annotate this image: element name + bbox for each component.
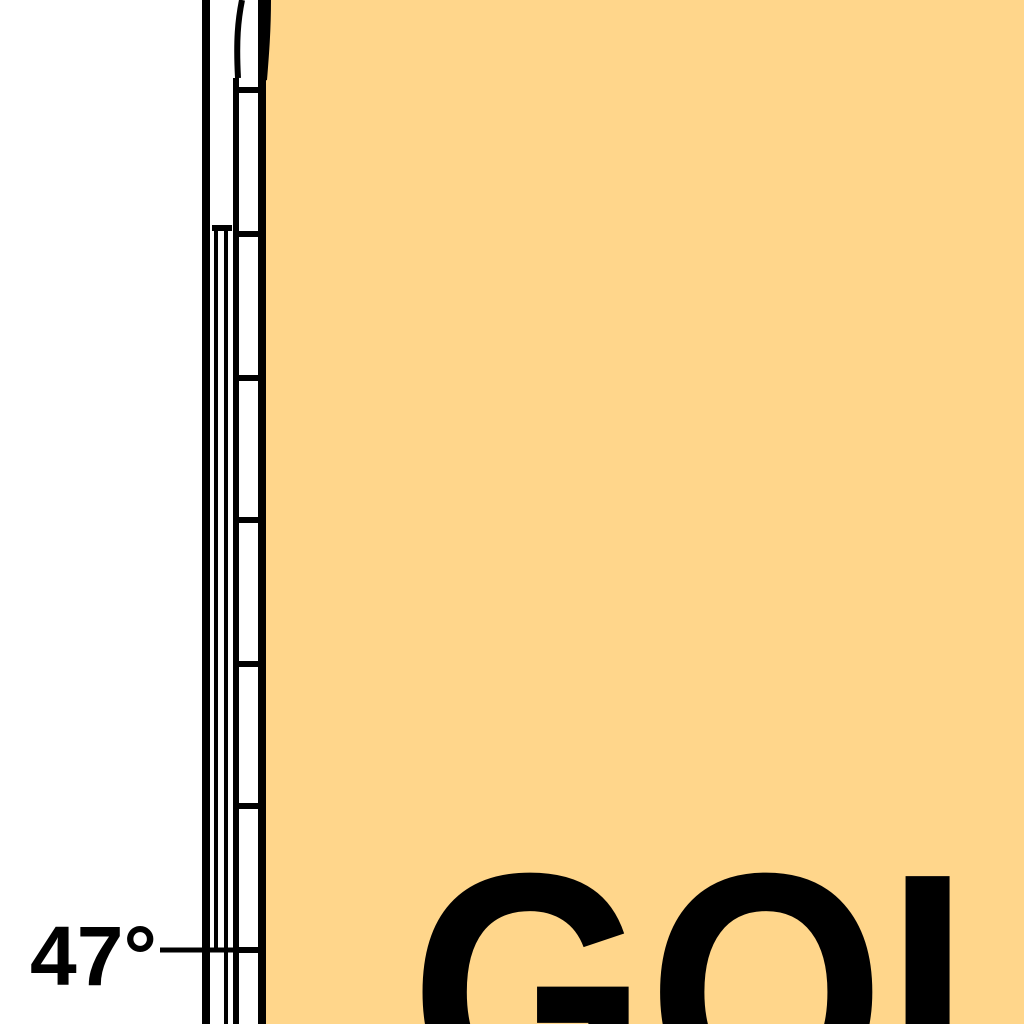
land-region: [266, 0, 1024, 1024]
map-border: [202, 0, 271, 1024]
latitude-label: 47°: [30, 909, 157, 1003]
region-label: GOI: [410, 803, 970, 1024]
scale-ticks: [236, 87, 266, 953]
